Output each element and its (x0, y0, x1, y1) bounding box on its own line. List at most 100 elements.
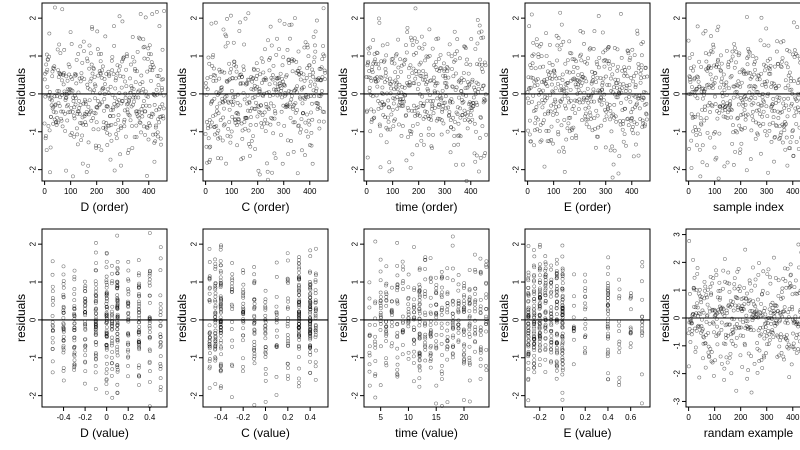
data-point (620, 86, 624, 91)
data-point (570, 107, 575, 112)
data-point (526, 128, 530, 133)
data-point (625, 117, 630, 122)
data-point (532, 315, 536, 320)
data-point (560, 335, 565, 340)
data-point (484, 322, 489, 326)
data-point (136, 258, 141, 263)
data-point (733, 344, 738, 348)
data-point (748, 157, 753, 162)
data-point (294, 60, 299, 64)
data-point (424, 110, 429, 114)
data-point (721, 268, 726, 273)
data-point (297, 311, 301, 315)
data-point (60, 78, 64, 83)
data-point (771, 331, 775, 335)
data-point (248, 144, 253, 149)
data-point (50, 302, 55, 307)
data-point (605, 298, 610, 303)
data-point (526, 333, 531, 338)
data-point (94, 354, 98, 358)
data-point (714, 273, 719, 277)
data-point (526, 352, 531, 356)
data-point (374, 50, 379, 55)
data-point (116, 118, 121, 123)
data-point (696, 79, 701, 84)
data-point (583, 279, 587, 284)
data-point (384, 281, 389, 286)
data-point (373, 301, 378, 306)
x-tick-label: 200 (251, 187, 265, 196)
data-point (434, 321, 438, 326)
data-point (303, 94, 308, 99)
data-point (632, 53, 637, 57)
data-point (720, 76, 724, 81)
data-point (104, 346, 109, 350)
data-point (417, 45, 422, 50)
data-point (314, 246, 318, 251)
data-point (693, 125, 697, 129)
data-point (113, 95, 117, 100)
data-point (301, 72, 306, 77)
data-point (628, 99, 633, 104)
data-point (307, 72, 312, 77)
data-point (260, 113, 265, 118)
data-point (55, 115, 59, 120)
data-point (724, 80, 729, 85)
data-point (560, 254, 565, 259)
data-point (313, 43, 317, 48)
data-point (87, 43, 92, 48)
data-point (320, 75, 325, 80)
data-point (295, 171, 300, 176)
data-point (159, 77, 164, 82)
data-point (645, 74, 650, 79)
data-point (617, 323, 622, 328)
data-point (532, 278, 536, 283)
data-point (467, 102, 471, 106)
data-point (239, 72, 243, 77)
data-point (538, 242, 542, 247)
data-point (484, 314, 488, 319)
data-point (446, 51, 451, 56)
data-point (532, 322, 537, 326)
data-point (765, 114, 770, 118)
data-point (743, 247, 748, 252)
data-point (383, 80, 387, 85)
data-point (624, 143, 628, 148)
data-point (766, 170, 770, 175)
data-point (640, 297, 644, 302)
data-point (796, 347, 800, 351)
data-point (473, 332, 477, 337)
data-point (53, 5, 57, 10)
data-point (417, 69, 421, 74)
data-point (705, 295, 709, 300)
data-point (526, 344, 531, 349)
data-point (759, 151, 763, 156)
data-point (462, 286, 466, 290)
data-point (461, 361, 466, 366)
data-point (218, 340, 223, 345)
data-point (252, 346, 257, 350)
data-point (406, 324, 411, 329)
data-point (59, 109, 64, 114)
data-point (762, 336, 767, 341)
data-point (241, 301, 246, 306)
data-point (749, 128, 754, 133)
data-point (393, 117, 397, 122)
data-point (423, 289, 428, 293)
data-point (320, 57, 325, 61)
data-point (298, 96, 303, 101)
data-point (543, 260, 548, 265)
data-point (311, 74, 315, 79)
data-point (277, 18, 282, 23)
data-point (543, 274, 548, 279)
data-point (560, 97, 565, 102)
data-point (726, 62, 731, 67)
data-point (702, 335, 706, 340)
y-tick-label: -1 (351, 354, 360, 362)
data-point (757, 108, 761, 112)
data-point (439, 118, 444, 123)
data-point (467, 334, 472, 339)
data-point (157, 24, 162, 29)
data-point (314, 308, 318, 312)
data-point (297, 335, 301, 340)
